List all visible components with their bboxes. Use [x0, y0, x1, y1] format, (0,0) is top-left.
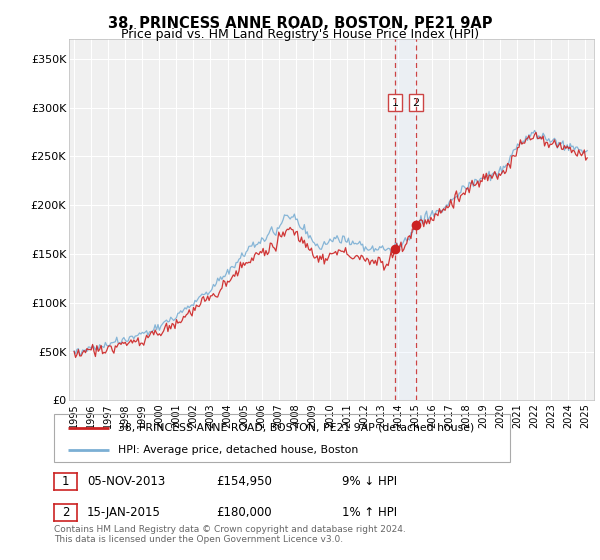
Text: 9% ↓ HPI: 9% ↓ HPI	[342, 475, 397, 488]
Text: 1: 1	[392, 97, 399, 108]
Text: 2: 2	[62, 506, 69, 519]
Text: 2: 2	[412, 97, 419, 108]
Text: 05-NOV-2013: 05-NOV-2013	[87, 475, 165, 488]
Text: Contains HM Land Registry data © Crown copyright and database right 2024.
This d: Contains HM Land Registry data © Crown c…	[54, 525, 406, 544]
Text: 15-JAN-2015: 15-JAN-2015	[87, 506, 161, 519]
Text: Price paid vs. HM Land Registry's House Price Index (HPI): Price paid vs. HM Land Registry's House …	[121, 28, 479, 41]
Text: £180,000: £180,000	[216, 506, 272, 519]
Text: 38, PRINCESS ANNE ROAD, BOSTON, PE21 9AP (detached house): 38, PRINCESS ANNE ROAD, BOSTON, PE21 9AP…	[118, 423, 474, 433]
Text: HPI: Average price, detached house, Boston: HPI: Average price, detached house, Bost…	[118, 445, 358, 455]
Text: 38, PRINCESS ANNE ROAD, BOSTON, PE21 9AP: 38, PRINCESS ANNE ROAD, BOSTON, PE21 9AP	[108, 16, 492, 31]
Text: 1: 1	[62, 475, 69, 488]
Text: 1% ↑ HPI: 1% ↑ HPI	[342, 506, 397, 519]
Text: £154,950: £154,950	[216, 475, 272, 488]
Bar	[395, 39, 416, 400]
